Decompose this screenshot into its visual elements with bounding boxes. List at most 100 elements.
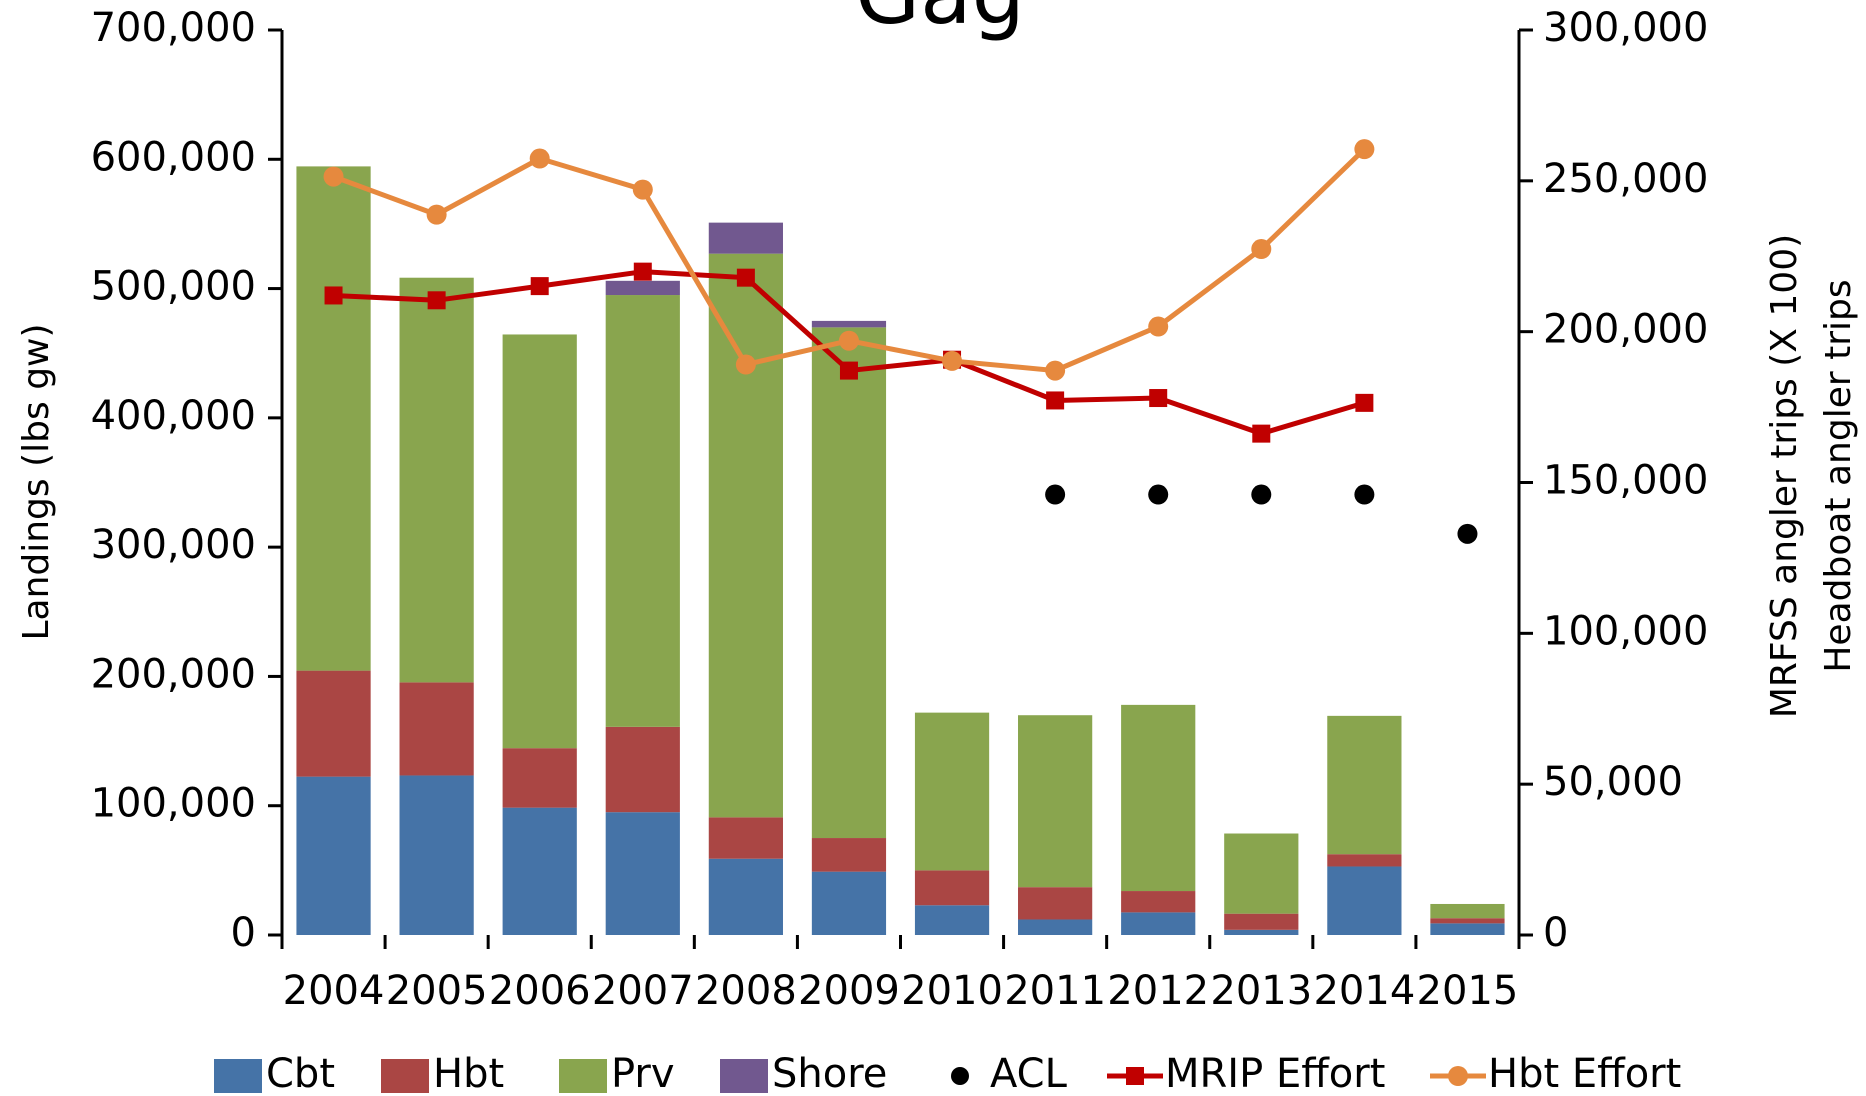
line-marker [1355, 393, 1374, 412]
bar-segment [708, 253, 783, 818]
bar-segment [605, 280, 680, 296]
y2-tick-label: 300,000 [1543, 5, 1708, 51]
bar-segment [399, 682, 474, 776]
bar-segment [1018, 887, 1093, 920]
bar-segment [811, 871, 887, 935]
bar-segment [1430, 903, 1505, 919]
x-tick-label: 2011 [1004, 968, 1106, 1014]
bar-segment [708, 858, 783, 935]
bar-segment [1121, 891, 1196, 913]
x-tick-label: 2008 [695, 968, 797, 1014]
legend-label: MRIP Effort [1165, 1051, 1385, 1096]
y-tick-label: 0 [231, 910, 256, 956]
line-marker [1251, 239, 1272, 260]
line-marker [323, 166, 344, 187]
bar-segment [296, 776, 371, 935]
line-marker [839, 361, 858, 380]
line-marker [1045, 360, 1066, 381]
line-marker [530, 277, 549, 296]
x-tick-label: 2010 [901, 968, 1003, 1014]
legend-swatch [951, 1067, 969, 1085]
x-tick-label: 2004 [283, 968, 385, 1014]
bar-segment [502, 748, 577, 808]
bar-segment [1430, 918, 1505, 924]
y-tick-label: 600,000 [91, 134, 256, 180]
chart-title: Gag [855, 0, 1025, 43]
y-tick-label: 700,000 [91, 5, 256, 51]
bar-segment [399, 277, 474, 683]
bar-segment [1018, 715, 1093, 888]
scatter-point [1045, 484, 1066, 505]
bar-segment [399, 775, 474, 935]
bar-segment [502, 334, 577, 749]
line-marker [426, 204, 447, 225]
x-tick-label: 2013 [1210, 968, 1312, 1014]
bar-segment [1430, 923, 1505, 935]
y2-tick-label: 200,000 [1543, 307, 1708, 353]
bar-segment [1121, 704, 1196, 892]
legend-label: Shore [772, 1051, 887, 1096]
bar-segment [296, 670, 371, 777]
bar-segment [1224, 929, 1299, 935]
line-marker [324, 286, 343, 305]
scatter-point [1148, 484, 1169, 505]
y-axis-label: Landings (lbs gw) [16, 323, 57, 640]
y2-tick-label: 150,000 [1543, 458, 1708, 504]
bar-segment [811, 320, 887, 328]
bar-segment [708, 817, 783, 859]
line-marker [427, 291, 446, 310]
y-tick-label: 300,000 [91, 522, 256, 568]
y2-tick-label: 0 [1543, 910, 1568, 956]
line-marker [1252, 424, 1271, 443]
y-tick-label: 200,000 [91, 651, 256, 697]
legend-label: Hbt Effort [1488, 1051, 1681, 1096]
line-marker [1046, 391, 1065, 410]
bar-segment [605, 295, 680, 727]
legend-label: Prv [611, 1051, 675, 1096]
line-marker [1148, 316, 1169, 337]
line-marker [735, 354, 756, 375]
y2-tick-label: 100,000 [1543, 608, 1708, 654]
bar-segment [605, 726, 680, 813]
y-tick-label: 400,000 [91, 393, 256, 439]
scatter-point [1457, 523, 1478, 544]
y2-tick-label: 50,000 [1543, 759, 1683, 805]
line-marker [838, 330, 859, 351]
bar-segment [1018, 919, 1093, 935]
bar-segment [1224, 833, 1299, 914]
scatter-point [1354, 484, 1375, 505]
legend-swatch [214, 1059, 262, 1093]
bar-segment [708, 222, 783, 254]
bar-segment [1121, 912, 1196, 935]
bar-segment [914, 712, 990, 871]
bar-segment [296, 166, 371, 671]
y-tick-label: 100,000 [91, 781, 256, 827]
y2-axis-label: Headboat angler trips [1818, 279, 1859, 672]
line-marker [1149, 389, 1168, 408]
y-tick-label: 500,000 [91, 264, 256, 310]
legend-swatch [720, 1059, 768, 1093]
bar-segment [811, 327, 887, 839]
x-tick-label: 2014 [1313, 968, 1415, 1014]
legend-swatch [381, 1059, 429, 1093]
bar-segment [1327, 715, 1402, 855]
line-marker [736, 268, 755, 287]
scatter-point [1251, 484, 1272, 505]
legend-label: ACL [990, 1051, 1068, 1096]
bar-segment [605, 812, 680, 935]
bar-segment [1327, 866, 1402, 935]
line-marker [632, 179, 653, 200]
bar-segment [811, 838, 887, 872]
x-tick-label: 2005 [386, 968, 488, 1014]
bar-segment [502, 807, 577, 935]
legend-swatch [559, 1059, 607, 1093]
x-tick-label: 2006 [489, 968, 591, 1014]
x-tick-label: 2012 [1107, 968, 1209, 1014]
y2-axis-label: MRFSS angler trips (X 100) [1764, 234, 1805, 718]
legend-swatch [1448, 1066, 1468, 1086]
x-tick-label: 2007 [592, 968, 694, 1014]
line-marker [1354, 139, 1375, 160]
bar-segment [914, 905, 990, 935]
